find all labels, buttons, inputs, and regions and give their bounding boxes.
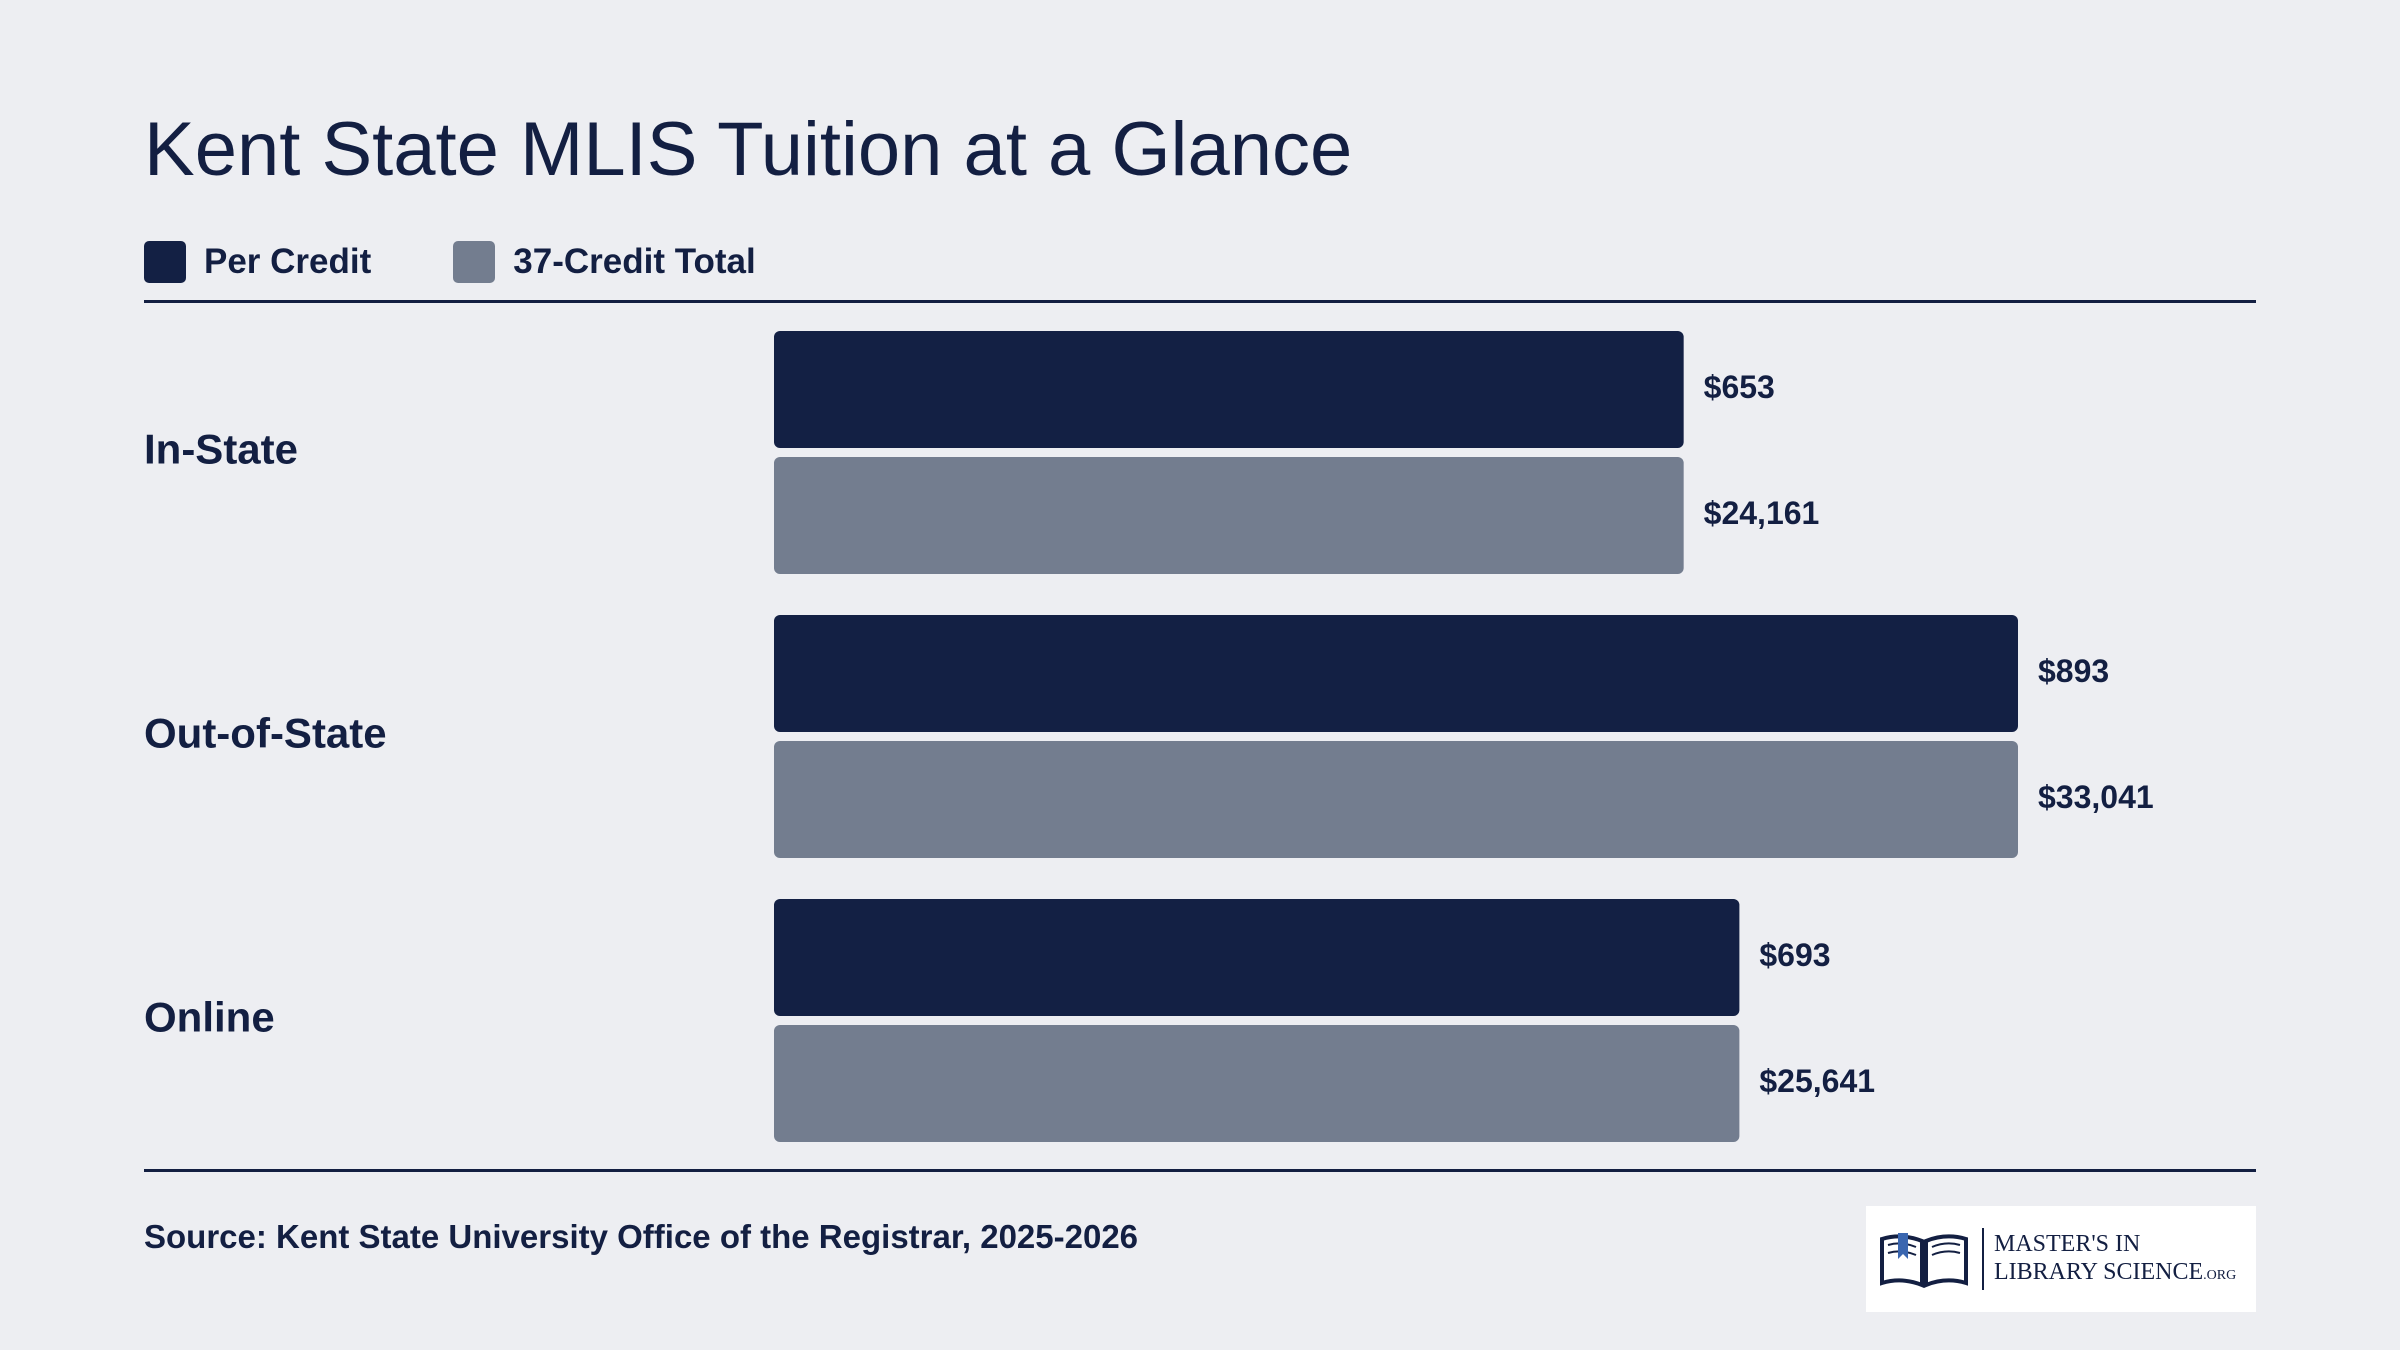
logo-line-1: MASTER'S IN <box>1994 1231 2141 1258</box>
category-label-online: Online <box>144 994 275 1041</box>
value-label-out-of-state-total: $33,041 <box>2038 779 2154 815</box>
bar-out-of-state-total <box>774 741 2018 858</box>
logo-divider <box>1982 1228 1984 1290</box>
open-book-icon <box>1880 1233 1968 1288</box>
value-label-online-total: $25,641 <box>1759 1063 1875 1099</box>
bar-in-state-per-credit <box>774 331 1684 448</box>
bar-out-of-state-per-credit <box>774 615 2018 732</box>
legend-label-total: 37-Credit Total <box>513 242 756 281</box>
value-label-in-state-total: $24,161 <box>1704 495 1820 531</box>
legend-item-per-credit: Per Credit <box>144 241 371 283</box>
value-label-in-state-per-credit: $653 <box>1704 369 1775 405</box>
source-note: Source: Kent State University Office of … <box>144 1218 1139 1255</box>
legend-swatch-per-credit <box>144 241 186 283</box>
category-label-in-state: In-State <box>144 426 298 473</box>
category-label-out-of-state: Out-of-State <box>144 710 387 757</box>
logo-suffix: .ORG <box>2203 1268 2237 1283</box>
chart-title: Kent State MLIS Tuition at a Glance <box>144 107 1353 192</box>
bar-in-state-total <box>774 457 1684 574</box>
value-label-online-per-credit: $693 <box>1759 937 1830 973</box>
bar-online-total <box>774 1025 1740 1142</box>
bottom-divider <box>144 1169 2256 1172</box>
site-logo: MASTER'S IN LIBRARY SCIENCE.ORG <box>1866 1206 2256 1312</box>
bar-online-per-credit <box>774 899 1740 1016</box>
legend-label-per-credit: Per Credit <box>204 242 372 281</box>
legend: Per Credit 37-Credit Total <box>144 238 838 286</box>
logo-line-2: LIBRARY SCIENCE.ORG <box>1994 1259 2236 1287</box>
legend-swatch-total <box>453 241 496 283</box>
logo-line-2-text: LIBRARY SCIENCE <box>1994 1259 2204 1285</box>
legend-item-total: 37-Credit Total <box>453 241 756 283</box>
logo-wordmark: MASTER'S IN LIBRARY SCIENCE.ORG <box>1994 1231 2236 1286</box>
top-divider <box>144 300 2256 303</box>
value-label-out-of-state-per-credit: $893 <box>2038 653 2109 689</box>
